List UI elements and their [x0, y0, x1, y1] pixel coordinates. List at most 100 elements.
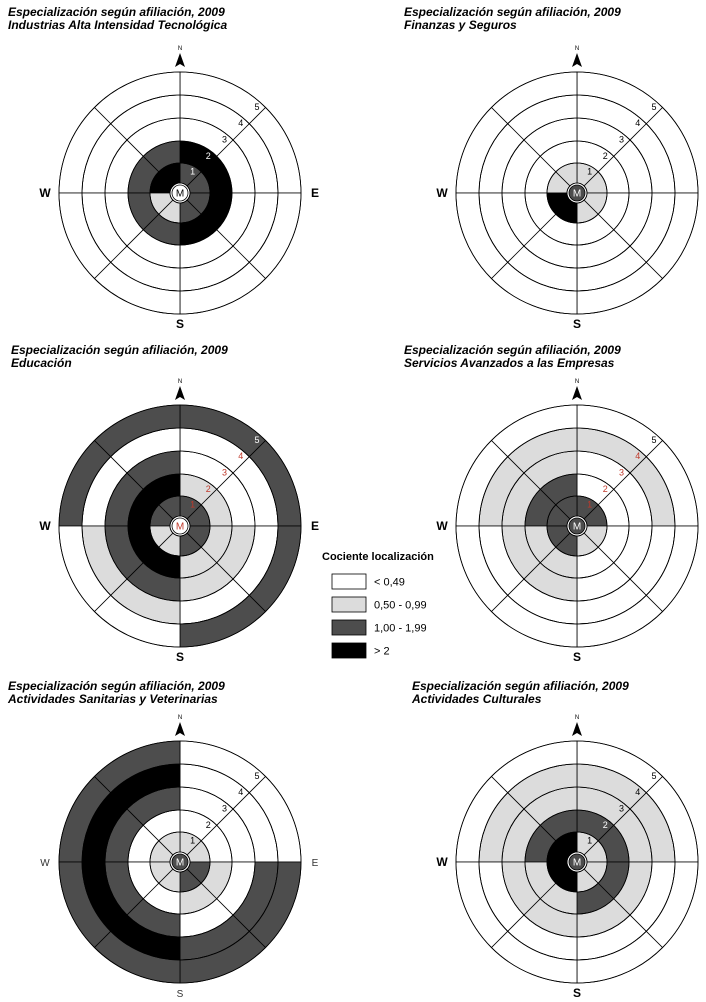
legend-swatch: [331, 596, 367, 613]
quadrant-divider: [583, 440, 663, 520]
quadrant-divider: [583, 776, 663, 856]
south-label: S: [176, 317, 184, 331]
ring-label-3: 3: [619, 804, 624, 814]
ring-label-1: 1: [587, 835, 592, 845]
quadrant-divider: [186, 440, 266, 520]
quadrant-divider: [491, 440, 571, 520]
quadrant-divider: [94, 199, 174, 279]
center-label: M: [573, 189, 581, 200]
east-label: E: [311, 519, 319, 533]
ring-label-4: 4: [635, 787, 640, 797]
north-label: N: [575, 715, 579, 721]
ring-label-3: 3: [222, 804, 227, 814]
ring-outline-0: [169, 515, 191, 537]
center-label: M: [573, 522, 581, 533]
ring-label-4: 4: [635, 118, 640, 128]
north-label: N: [178, 379, 182, 385]
ring-outline-4: [478, 427, 676, 625]
ring-outline-1: [149, 831, 211, 893]
quadrant-divider: [491, 199, 571, 279]
north-arrow-icon: [175, 722, 185, 736]
chart-subtitle: Servicios Avanzados a las Empresas: [404, 356, 615, 370]
chart-subtitle: Actividades Culturales: [411, 692, 542, 706]
ring-outline-5: [455, 71, 699, 315]
ring-label-2: 2: [603, 820, 608, 830]
center-disk: [568, 517, 586, 535]
ring-outline-4: [478, 94, 676, 292]
center-label: M: [176, 858, 184, 869]
chart-subtitle: Finanzas y Seguros: [404, 18, 517, 32]
quadrant-divider: [186, 868, 266, 948]
south-label: S: [573, 317, 581, 331]
quadrant-divider: [94, 868, 174, 948]
ring-outline-2: [524, 473, 630, 579]
center-disk: [568, 853, 586, 871]
chart-subtitle: Industrias Alta Intensidad Tecnológica: [8, 18, 227, 32]
ring-label-5: 5: [255, 435, 260, 445]
chart-title: Especialización según afiliación, 2009: [8, 5, 225, 19]
legend-title: Cociente localización: [322, 551, 434, 563]
quadrant-divider: [94, 440, 174, 520]
legend-swatch: [331, 619, 367, 636]
west-label: W: [40, 858, 50, 869]
ring-outline-0: [169, 182, 191, 204]
chart-subtitle: Educación: [11, 356, 72, 370]
quadrant-divider: [491, 868, 571, 948]
ring-outline-5: [58, 740, 302, 984]
ring-label-2: 2: [603, 151, 608, 161]
ring-label-5: 5: [652, 435, 657, 445]
south-label: S: [573, 986, 581, 1000]
ring-outline-0: [566, 182, 588, 204]
radial-chart-3: Especialización según afiliación, 2009Ed…: [11, 343, 319, 664]
ring-outline-1: [546, 831, 608, 893]
ring-outline-4: [81, 427, 279, 625]
quadrant-divider: [186, 776, 266, 856]
ring-label-2: 2: [206, 484, 211, 494]
ring-outline-3: [501, 450, 653, 602]
ring-outline-3: [501, 117, 653, 269]
chart-title: Especialización según afiliación, 2009: [8, 679, 225, 693]
west-label: W: [436, 519, 448, 533]
quadrant-divider: [491, 776, 571, 856]
ring-outline-1: [149, 495, 211, 557]
ring-label-5: 5: [255, 102, 260, 112]
south-label: S: [573, 650, 581, 664]
legend-label: > 2: [374, 646, 390, 658]
legend: Cociente localización < 0,49 0,50 - 0,99 1,…: [322, 551, 434, 659]
north-label: N: [178, 46, 182, 52]
north-arrow-icon: [175, 386, 185, 400]
quadrant-divider: [583, 199, 663, 279]
radial-chart-4: Especialización según afiliación, 2009Se…: [404, 343, 699, 664]
ring-label-4: 4: [238, 787, 243, 797]
ring-label-1: 1: [190, 499, 195, 509]
south-label: S: [176, 650, 184, 664]
ring-label-3: 3: [619, 135, 624, 145]
west-label: W: [436, 855, 448, 869]
ring-outline-0: [566, 515, 588, 537]
ring-outline-4: [81, 763, 279, 961]
chart-title: Especialización según afiliación, 2009: [11, 343, 228, 357]
ring-outline-1: [149, 162, 211, 224]
north-arrow-icon: [572, 722, 582, 736]
legend-swatch: [331, 573, 367, 590]
quadrant-divider: [491, 532, 571, 612]
quadrant-divider: [94, 776, 174, 856]
quadrant-divider: [583, 532, 663, 612]
center-disk: [171, 853, 189, 871]
quadrant-divider: [186, 199, 266, 279]
ring-label-3: 3: [222, 468, 227, 478]
ring-outline-2: [127, 140, 233, 246]
ring-outline-2: [524, 140, 630, 246]
quadrant-divider: [583, 868, 663, 948]
ring-outline-3: [104, 117, 256, 269]
center-label: M: [176, 189, 184, 200]
ring-outline-5: [58, 404, 302, 648]
south-label: S: [177, 989, 184, 1000]
quadrant-divider: [186, 532, 266, 612]
ring-outline-3: [104, 786, 256, 938]
legend-swatch: [331, 642, 367, 659]
ring-outline-2: [127, 809, 233, 915]
west-label: W: [436, 186, 448, 200]
center-disk: [171, 184, 189, 202]
